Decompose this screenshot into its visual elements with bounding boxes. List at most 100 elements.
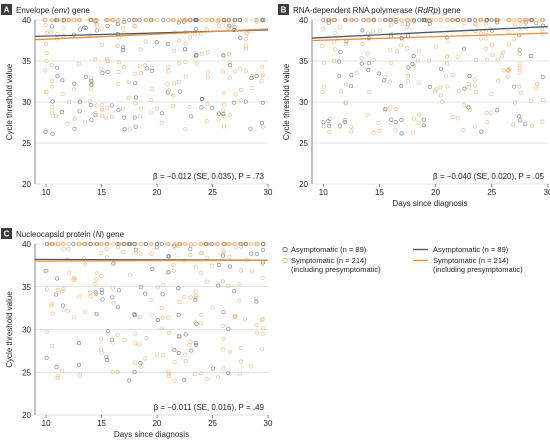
asymptomatic-point (249, 75, 254, 80)
legend-line-label: Asymptomatic (n = 89) (433, 245, 509, 254)
symptomatic-point (506, 29, 511, 34)
asymptomatic-point (72, 126, 77, 131)
symptomatic-point (199, 17, 204, 22)
stat-annotation: β = −0.012 (SE, 0.035), P = .73 (153, 172, 265, 181)
symptomatic-point (171, 93, 176, 98)
symptomatic-point (344, 82, 349, 87)
y-tick-label: 25 (22, 368, 31, 377)
symptomatic-point (472, 77, 477, 82)
asymptomatic-point (523, 20, 528, 25)
symptomatic-point (445, 61, 450, 66)
asymptomatic-point (238, 242, 243, 247)
symptomatic-point (254, 17, 259, 22)
symptomatic-point (445, 38, 450, 43)
symptomatic-point (321, 84, 326, 89)
symptomatic-point (438, 17, 443, 22)
symptomatic-point (511, 122, 516, 127)
symptomatic-point (188, 243, 193, 248)
y-tick-label: 30 (299, 98, 308, 107)
asymptomatic-point (343, 119, 348, 124)
symptomatic-point (220, 69, 225, 74)
symptomatic-point (239, 98, 244, 103)
asymptomatic-point (534, 21, 539, 26)
symptomatic-point (172, 245, 177, 250)
symptomatic-point (193, 242, 198, 247)
y-tick-label: 25 (299, 139, 308, 148)
symptomatic-point (176, 80, 181, 85)
asymptomatic-point (172, 243, 177, 248)
asymptomatic-point (211, 366, 216, 371)
symptomatic-point (260, 316, 265, 321)
symptomatic-point (104, 242, 109, 247)
asymptomatic-point (137, 17, 142, 22)
y-tick-label: 35 (22, 57, 31, 66)
x-tick-label: 30 (264, 188, 273, 197)
x-tick-label: 20 (431, 188, 440, 197)
asymptomatic-point (183, 47, 188, 52)
x-tick-label: 10 (319, 188, 328, 197)
symptomatic-point (371, 130, 376, 135)
legend: Asymptomatic (n = 89) Symptomatic (n = 21… (282, 245, 523, 274)
symptomatic-point (517, 70, 522, 75)
symptomatic-point (50, 311, 55, 316)
symptomatic-point (43, 23, 48, 28)
asymptomatic-point (320, 17, 325, 22)
asymptomatic-point (382, 78, 387, 83)
symptomatic-point (517, 65, 522, 70)
symptomatic-point (139, 70, 144, 75)
asymptomatic-point (221, 53, 226, 58)
asymptomatic-point (176, 20, 181, 25)
y-tick-label: 40 (22, 16, 31, 25)
symptomatic-point (243, 37, 248, 42)
asymptomatic-point (105, 69, 110, 74)
symptomatic-point (354, 70, 359, 75)
asymptomatic-point (473, 17, 478, 22)
symptomatic-point (183, 359, 188, 364)
x-tick-label: 15 (375, 188, 384, 197)
panel-c: C Nucleocapsid protein (N) gene 20 25 30 35 40… (1, 228, 273, 439)
symptomatic-point (216, 375, 221, 380)
asymptomatic-point (54, 292, 59, 297)
asymptomatic-point (100, 297, 105, 302)
y-tick-label: 40 (299, 16, 308, 25)
symptomatic-point (227, 60, 232, 65)
asymptomatic-point (228, 63, 233, 68)
asymptomatic-point (176, 286, 181, 291)
symptomatic-point (221, 366, 226, 371)
symptomatic-fit-line (311, 32, 549, 42)
asymptomatic-point (149, 68, 154, 73)
symptomatic-point (387, 47, 392, 52)
symptomatic-point (205, 255, 210, 260)
asymptomatic-point (150, 267, 155, 272)
symptomatic-point (393, 128, 398, 133)
symptomatic-point (333, 47, 338, 52)
symptomatic-point (71, 17, 76, 22)
asymptomatic-point (254, 299, 259, 304)
symptomatic-point (506, 17, 511, 22)
symptomatic-point (332, 58, 337, 63)
symptomatic-point (489, 43, 494, 48)
symptomatic-point (456, 88, 461, 93)
symptomatic-point (133, 341, 138, 346)
asymptomatic-point (412, 18, 417, 23)
symptomatic-point (366, 18, 371, 23)
symptomatic-point (188, 295, 193, 300)
symptomatic-point (249, 242, 254, 247)
symptomatic-point (484, 110, 489, 115)
symptomatic-point (99, 347, 104, 352)
symptomatic-point (445, 17, 450, 22)
symptomatic-point (205, 102, 210, 107)
asymptomatic-point (254, 74, 259, 79)
symptomatic-point (495, 57, 500, 62)
symptomatic-point (121, 249, 126, 254)
symptomatic-point (472, 124, 477, 129)
asymptomatic-point (512, 84, 517, 89)
symptomatic-point (181, 17, 186, 22)
symptomatic-point (61, 242, 66, 247)
symptomatic-point (540, 27, 545, 32)
symptomatic-point (183, 352, 188, 357)
symptomatic-point (72, 275, 77, 280)
symptomatic-point (172, 360, 177, 365)
asymptomatic-point (193, 26, 198, 31)
symptomatic-point (517, 17, 522, 22)
